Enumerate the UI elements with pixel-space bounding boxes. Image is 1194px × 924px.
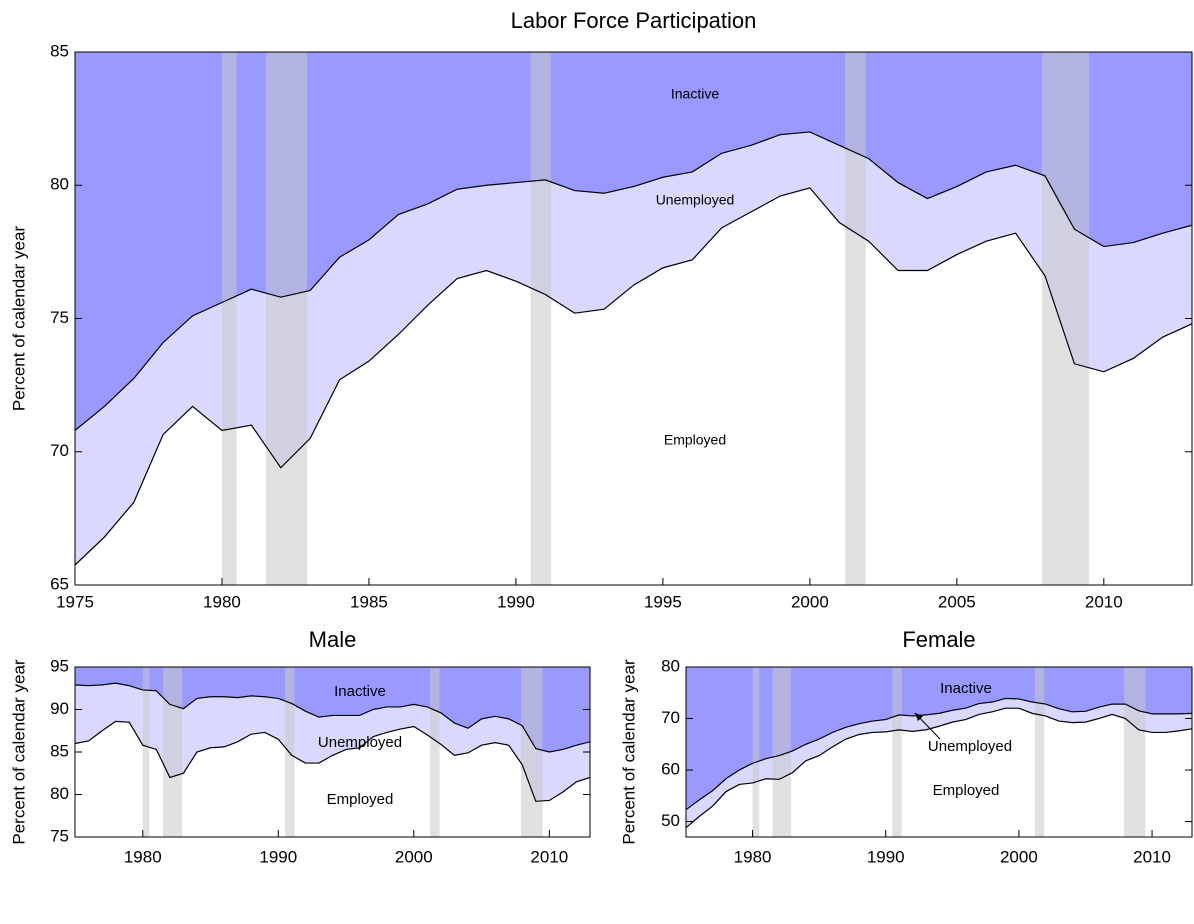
area-label: Employed — [327, 791, 394, 808]
y-tick-label: 65 — [50, 574, 69, 593]
recession-band — [430, 667, 440, 837]
x-tick-label: 1975 — [56, 592, 94, 611]
area-label: Unemployed — [656, 192, 735, 208]
x-tick-label: 2010 — [530, 847, 568, 866]
area-label: Unemployed — [928, 738, 1012, 755]
recession-band — [285, 667, 295, 837]
chart-title: Female — [902, 627, 975, 652]
plot-area — [75, 52, 1192, 585]
line-employed — [75, 720, 590, 802]
y-tick-label: 70 — [661, 708, 680, 727]
y-tick-label: 50 — [661, 811, 680, 830]
area-label: Employed — [664, 432, 726, 448]
area-label: Unemployed — [318, 734, 402, 751]
recession-band — [772, 667, 792, 837]
y-tick-label: 95 — [50, 656, 69, 675]
y-tick-label: 85 — [50, 741, 69, 760]
line-unemployed — [75, 682, 590, 753]
y-tick-label: 75 — [50, 826, 69, 845]
x-tick-label: 1980 — [203, 592, 241, 611]
y-axis-label: Percent of calendar year — [9, 226, 28, 412]
area-unemployed — [75, 131, 1192, 566]
arrow-head — [915, 713, 923, 721]
y-tick-label: 75 — [50, 308, 69, 327]
x-tick-label: 1990 — [867, 847, 905, 866]
x-tick-label: 2000 — [791, 592, 829, 611]
chart-title: Male — [309, 627, 357, 652]
recession-band — [266, 52, 308, 585]
recession-band — [892, 667, 902, 837]
area-label: Inactive — [940, 680, 992, 697]
x-tick-label: 2000 — [1000, 847, 1038, 866]
recession-band — [163, 667, 183, 837]
y-tick-label: 90 — [50, 699, 69, 718]
area-employed — [686, 708, 1192, 837]
y-tick-label: 80 — [50, 784, 69, 803]
x-tick-label: 1995 — [644, 592, 682, 611]
area-unemployed — [75, 683, 590, 802]
plot-area — [686, 667, 1192, 837]
line-employed — [686, 707, 1192, 829]
line-unemployed — [686, 697, 1192, 811]
area-employed — [75, 187, 1192, 585]
y-tick-label: 80 — [661, 656, 680, 675]
y-axis-label: Percent of calendar year — [9, 659, 28, 845]
chart-title: Labor Force Participation — [511, 8, 757, 33]
x-tick-label: 1985 — [350, 592, 388, 611]
y-tick-label: 80 — [50, 175, 69, 194]
recession-band — [1034, 667, 1045, 837]
plot-area — [75, 667, 590, 837]
recession-band — [752, 667, 760, 837]
y-tick-label: 70 — [50, 441, 69, 460]
recession-band — [1124, 667, 1146, 837]
x-tick-label: 1990 — [497, 592, 535, 611]
x-tick-label: 1990 — [259, 847, 297, 866]
line-unemployed — [75, 131, 1192, 431]
plot-frame — [685, 666, 1193, 838]
area-label: Employed — [933, 782, 1000, 799]
y-tick-label: 85 — [50, 41, 69, 60]
y-tick-label: 60 — [661, 760, 680, 779]
recession-band — [1042, 52, 1090, 585]
x-tick-label: 2010 — [1085, 592, 1123, 611]
x-tick-label: 2005 — [938, 592, 976, 611]
x-tick-label: 1980 — [734, 847, 772, 866]
area-label: Inactive — [671, 86, 719, 102]
x-tick-label: 1980 — [124, 847, 162, 866]
y-axis-label: Percent of calendar year — [619, 659, 638, 845]
line-employed — [75, 187, 1192, 566]
recession-band — [530, 52, 552, 585]
x-tick-label: 2010 — [1133, 847, 1171, 866]
recession-band — [221, 52, 237, 585]
recession-band — [142, 667, 150, 837]
recession-band — [845, 52, 866, 585]
recession-band — [520, 667, 543, 837]
x-tick-label: 2000 — [395, 847, 433, 866]
area-label: Inactive — [334, 683, 386, 700]
